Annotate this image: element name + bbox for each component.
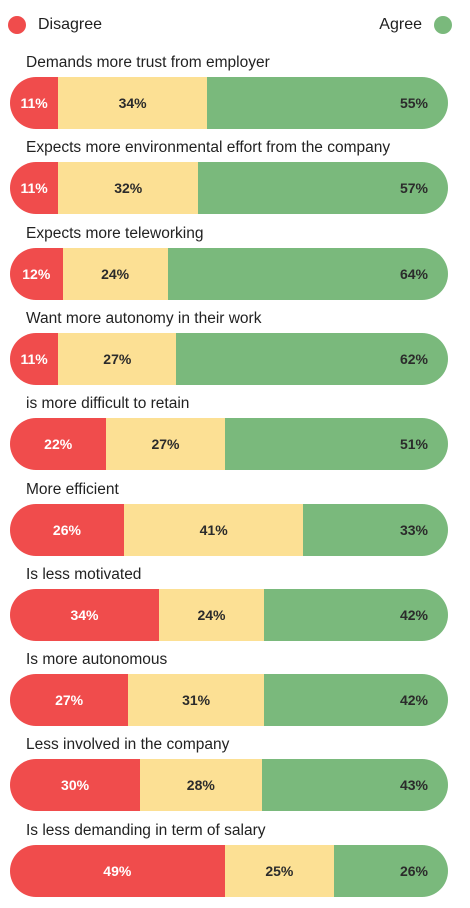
- legend-agree-label: Agree: [379, 16, 422, 33]
- data-label-agree: 62%: [399, 350, 428, 367]
- chart-row: Want more autonomy in their work 11% 27% 62…: [0, 309, 470, 394]
- category-label: More efficient: [26, 480, 119, 498]
- stacked-bar: 11% 34% 55%: [10, 77, 448, 129]
- bar-segment-disagree: 11%: [10, 332, 59, 385]
- data-label-agree: 64%: [399, 265, 428, 282]
- stacked-bar: 26% 41% 33%: [10, 503, 448, 556]
- stacked-bar: 27% 31% 42%: [10, 674, 448, 727]
- bar-segment-neutral: 27%: [106, 418, 225, 471]
- data-label-agree: 51%: [399, 436, 428, 453]
- bar-segment-agree: 57%: [198, 162, 448, 215]
- data-label-agree: 43%: [399, 777, 428, 794]
- bar-segment-disagree: 22%: [10, 418, 107, 471]
- bar-segment-disagree: 11%: [10, 162, 59, 215]
- data-label-disagree: 30%: [61, 777, 90, 794]
- bar-segment-neutral: 24%: [158, 588, 265, 641]
- stacked-bar: 11% 27% 62%: [10, 332, 448, 385]
- category-label: Is less motivated: [26, 565, 142, 583]
- legend-disagree-dot: [8, 16, 26, 34]
- bar-segment-agree: 51%: [224, 418, 448, 471]
- data-label-neutral: 34%: [118, 95, 147, 111]
- bar-segment-agree: 26%: [334, 844, 448, 897]
- bar-segment-disagree: 34%: [10, 588, 159, 641]
- bar-segment-neutral: 32%: [58, 162, 199, 215]
- data-label-disagree: 11%: [20, 95, 48, 111]
- bar-segment-agree: 64%: [167, 247, 448, 300]
- category-label: Demands more trust from employer: [26, 54, 270, 71]
- data-label-neutral: 25%: [265, 862, 294, 879]
- legend-disagree-label: Disagree: [38, 16, 103, 33]
- bar-segment-disagree: 26%: [10, 503, 124, 556]
- data-label-agree: 42%: [399, 692, 428, 709]
- bar-segment-agree: 55%: [207, 77, 448, 129]
- category-label: Expects more environmental effort from t…: [26, 139, 391, 157]
- bar-segment-neutral: 24%: [62, 247, 168, 300]
- stacked-bar: 49% 25% 26%: [10, 844, 448, 897]
- stacked-bar: 12% 24% 64%: [10, 247, 448, 300]
- legend-agree-dot: [434, 16, 452, 34]
- data-label-agree: 57%: [399, 180, 428, 197]
- chart-row: Demands more trust from employer 11% 34% 55…: [0, 53, 470, 138]
- stacked-bar: 30% 28% 43%: [10, 759, 448, 812]
- bar-segment-disagree: 49%: [10, 844, 225, 897]
- data-label-neutral: 41%: [199, 521, 228, 538]
- bar-segment-neutral: 41%: [123, 503, 304, 556]
- category-label: Is less demanding in term of salary: [26, 821, 266, 839]
- chart-row: Is less demanding in term of salary 49% 25…: [0, 821, 470, 906]
- data-label-neutral: 24%: [197, 606, 226, 623]
- bar-segment-agree: 42%: [264, 674, 448, 727]
- data-label-neutral: 27%: [103, 350, 132, 367]
- chart-row: Expects more environmental effort from t…: [0, 138, 470, 223]
- bar-segment-agree: 62%: [176, 332, 448, 385]
- legend-disagree: Disagree: [8, 12, 102, 38]
- bar-segment-agree: 33%: [303, 503, 448, 556]
- bar-segment-neutral: 28%: [140, 759, 262, 812]
- data-label-agree: 55%: [399, 95, 428, 111]
- bar-segment-neutral: 27%: [58, 332, 177, 385]
- bar-segment-disagree: 27%: [10, 674, 129, 727]
- data-label-agree: 33%: [399, 521, 428, 538]
- data-label-disagree: 11%: [20, 180, 48, 197]
- data-label-disagree: 22%: [44, 436, 73, 453]
- chart-row: Expects more teleworking 12% 24% 64%: [0, 224, 470, 309]
- category-label: Is more autonomous: [26, 651, 168, 669]
- category-label: is more difficult to retain: [26, 395, 190, 413]
- chart-row: More efficient 26% 41% 33%: [0, 480, 470, 565]
- bar-segment-neutral: 25%: [224, 844, 335, 897]
- category-label: Want more autonomy in their work: [26, 309, 262, 327]
- data-label-agree: 26%: [399, 862, 428, 879]
- category-label: Less involved in the company: [26, 736, 230, 754]
- stacked-bar: 11% 32% 57%: [10, 162, 448, 215]
- data-label-disagree: 26%: [52, 521, 81, 538]
- data-label-agree: 42%: [399, 606, 428, 623]
- data-label-neutral: 31%: [182, 692, 211, 709]
- bar-segment-disagree: 11%: [10, 77, 59, 129]
- data-label-neutral: 27%: [151, 436, 180, 453]
- bar-segment-disagree: 12%: [10, 247, 63, 300]
- chart-row: Is more autonomous 27% 31% 42%: [0, 650, 470, 735]
- data-label-disagree: 49%: [103, 862, 132, 879]
- chart-row: Less involved in the company 30% 28% 43%: [0, 735, 470, 820]
- chart-row: Is less motivated 34% 24% 42%: [0, 565, 470, 650]
- data-label-disagree: 11%: [20, 350, 48, 367]
- stacked-bar: 22% 27% 51%: [10, 418, 448, 471]
- bar-segment-agree: 42%: [264, 588, 448, 641]
- category-label: Expects more teleworking: [26, 224, 204, 242]
- data-label-neutral: 32%: [114, 180, 143, 197]
- stacked-bar: 34% 24% 42%: [10, 588, 448, 641]
- data-label-disagree: 27%: [55, 692, 84, 709]
- bar-segment-disagree: 30%: [10, 759, 141, 812]
- bar-segment-neutral: 34%: [58, 77, 208, 129]
- legend-agree: Agree: [379, 12, 452, 38]
- data-label-disagree: 12%: [22, 265, 51, 282]
- data-label-neutral: 24%: [101, 265, 130, 282]
- bar-segment-neutral: 31%: [128, 674, 265, 727]
- data-label-disagree: 34%: [70, 606, 99, 623]
- bar-segment-agree: 43%: [261, 759, 448, 812]
- data-label-neutral: 28%: [186, 777, 215, 794]
- chart-row: is more difficult to retain 22% 27% 51%: [0, 394, 470, 479]
